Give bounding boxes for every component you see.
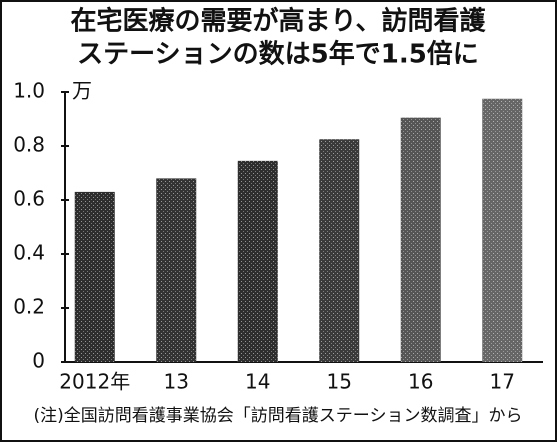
chart-title: ステーションの数は5年で1.5倍に — [77, 39, 479, 70]
bar-texture — [400, 117, 441, 363]
y-tick-label: 0.6 — [13, 187, 45, 211]
x-tick-label: 13 — [164, 370, 189, 394]
y-tick-label: 0.2 — [13, 295, 45, 319]
bar-texture — [319, 139, 360, 362]
y-unit: 万 — [72, 79, 92, 103]
x-tick-label: 2012年 — [59, 370, 130, 394]
x-tick-label: 15 — [327, 370, 352, 394]
y-tick-label: 1.0 — [13, 79, 45, 103]
bar-texture — [74, 191, 115, 362]
y-tick-label: 0.4 — [13, 241, 45, 265]
y-tick-label: 0 — [32, 349, 45, 373]
x-tick-label: 16 — [408, 370, 433, 394]
bar-texture — [237, 160, 278, 362]
bar-texture — [482, 98, 523, 362]
source-note: (注)全国訪問看護事業協会「訪問看護ステーション数調査」から — [34, 406, 523, 426]
x-tick-label: 14 — [245, 370, 270, 394]
bar-texture — [156, 178, 197, 362]
chart-title: 在宅医療の需要が高まり、訪問看護 — [71, 6, 487, 37]
x-tick-label: 17 — [490, 370, 515, 394]
y-tick-label: 0.8 — [13, 133, 45, 157]
